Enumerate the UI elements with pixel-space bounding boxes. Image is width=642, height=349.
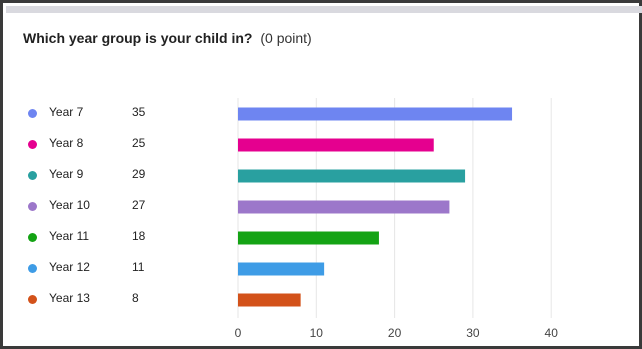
legend-dot-icon [28, 264, 37, 273]
legend-value: 25 [132, 136, 146, 150]
x-tick-label: 40 [545, 326, 559, 340]
legend-label: Year 10 [49, 198, 90, 212]
legend-item-year-9: Year 9 29 [28, 166, 168, 197]
legend-item-year-10: Year 10 27 [28, 197, 168, 228]
question-points: (0 point) [260, 30, 312, 46]
legend-item-year-7: Year 7 35 [28, 104, 168, 135]
x-tick-label: 30 [466, 326, 480, 340]
chart-legend: Year 7 35 Year 8 25 Year 9 29 Year 10 27 Year 11… [28, 104, 168, 321]
legend-value: 11 [132, 260, 145, 274]
legend-item-year-8: Year 8 25 [28, 135, 168, 166]
legend-value: 27 [132, 198, 146, 212]
legend-value: 29 [132, 167, 146, 181]
legend-dot-icon [28, 202, 37, 211]
legend-value: 8 [132, 291, 139, 305]
legend-dot-icon [28, 295, 37, 304]
legend-label: Year 8 [49, 136, 84, 150]
x-tick-label: 10 [310, 326, 324, 340]
x-tick-label: 20 [388, 326, 402, 340]
top-band [6, 6, 642, 13]
legend-dot-icon [28, 140, 37, 149]
bar-year-12[interactable] [238, 262, 325, 276]
legend-item-year-11: Year 11 18 [28, 228, 168, 259]
legend-label: Year 7 [49, 105, 84, 119]
legend-value: 18 [132, 229, 146, 243]
legend-label: Year 11 [49, 229, 90, 243]
x-tick-label: 0 [235, 326, 242, 340]
bar-year-7[interactable] [238, 107, 513, 121]
legend-item-year-13: Year 13 8 [28, 290, 168, 321]
legend-dot-icon [28, 233, 37, 242]
legend-label: Year 9 [49, 167, 84, 181]
legend-label: Year 12 [49, 260, 90, 274]
bar-year-8[interactable] [238, 138, 434, 152]
bar-year-10[interactable] [238, 200, 450, 214]
question-header: Which year group is your child in? (0 po… [23, 30, 312, 46]
legend-label: Year 13 [49, 291, 90, 305]
legend-value: 35 [132, 105, 146, 119]
bar-year-13[interactable] [238, 293, 301, 307]
legend-dot-icon [28, 109, 37, 118]
bar-year-11[interactable] [238, 231, 379, 245]
legend-item-year-12: Year 12 11 [28, 259, 168, 290]
legend-dot-icon [28, 171, 37, 180]
question-title: Which year group is your child in? [23, 30, 253, 46]
bar-year-9[interactable] [238, 169, 466, 183]
